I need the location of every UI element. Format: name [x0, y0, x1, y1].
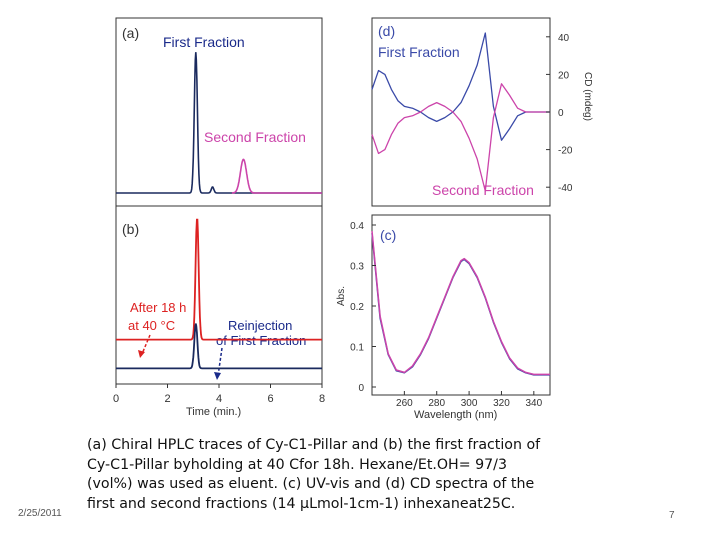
- panel-b-blue-arrowhead: [214, 372, 221, 380]
- panel-c-xtick-label: 340: [525, 398, 542, 409]
- panel-b-xtick-label: 0: [113, 393, 119, 405]
- panel-b-blue-annotation-line1: Reinjection: [228, 318, 292, 333]
- panel-b-red-arrowhead: [138, 350, 145, 358]
- panel-b-red-annotation-line1: After 18 h: [130, 300, 186, 315]
- panel-c-ytick-label: 0.2: [350, 302, 364, 313]
- panel-b: (b) After 18 h at 40 °C Reinjection of F…: [113, 205, 325, 418]
- panel-a: (a) First Fraction Second Fraction: [115, 17, 323, 207]
- panel-b-red-arrow: [141, 334, 151, 355]
- slide-date: 2/25/2011: [18, 508, 62, 519]
- panel-a-trace-2: [231, 158, 322, 194]
- panel-b-xtick-label: 8: [319, 393, 325, 405]
- panel-d-ytick-label: 40: [558, 33, 570, 44]
- panel-c: (c) 0 0.1 0.2 0.3 0.4 260 280 300 320 340 Abs. Wa…: [336, 214, 551, 421]
- panel-d-ytick-label: -40: [558, 183, 573, 194]
- panel-d-ytick-label: 20: [558, 70, 570, 81]
- panel-c-ylabel: Abs.: [336, 286, 347, 306]
- panel-d-ytick-label: 0: [558, 108, 564, 119]
- panel-b-red-annotation-line2: at 40 °C: [128, 318, 175, 333]
- panel-d-ylabel: CD (mdeg): [582, 72, 593, 121]
- panel-b-xtick-label: 2: [164, 393, 170, 405]
- panel-d: (d) First Fraction Second Fraction -40 -2…: [371, 17, 593, 207]
- panel-a-second-fraction-label: Second Fraction: [204, 129, 306, 145]
- panel-b-blue-arrow: [217, 347, 223, 377]
- panel-c-label: (c): [380, 227, 396, 243]
- panel-c-ytick-label: 0.3: [350, 262, 364, 273]
- panel-c-xtick-label: 300: [461, 398, 478, 409]
- panel-d-trace-1: [371, 32, 550, 141]
- panel-a-label: (a): [122, 25, 139, 41]
- slide-page-number: 7: [669, 510, 675, 521]
- panel-c-frame: [371, 214, 551, 396]
- panel-a-first-fraction-label: First Fraction: [163, 34, 245, 50]
- panel-c-xtick-label: 320: [493, 398, 510, 409]
- panel-b-label: (b): [122, 221, 139, 237]
- panel-c-xtick-label: 280: [428, 398, 445, 409]
- panel-b-trace-1: [116, 218, 322, 341]
- panel-d-label: (d): [378, 23, 395, 39]
- panel-b-xlabel: Time (min.): [186, 406, 241, 418]
- panel-d-trace-2: [371, 83, 550, 192]
- panel-d-first-fraction-label: First Fraction: [378, 44, 460, 60]
- panel-c-xtick-label: 260: [396, 398, 413, 409]
- panel-b-frame: [115, 205, 323, 385]
- panel-c-ytick-label: 0: [358, 383, 364, 394]
- panel-d-ytick-label: -20: [558, 146, 573, 157]
- panel-d-second-fraction-label: Second Fraction: [432, 182, 534, 198]
- panel-b-trace-2: [116, 323, 322, 370]
- panel-b-xtick-label: 6: [267, 393, 273, 405]
- panel-a-trace-1: [116, 52, 322, 194]
- panel-c-ytick-label: 0.4: [350, 221, 364, 232]
- figure: (a) First Fraction Second Fraction (b) A…: [113, 17, 593, 421]
- panel-b-xtick-label: 4: [216, 393, 222, 405]
- figure-caption: (a) Chiral HPLC traces of Cy-C1-Pillar a…: [87, 437, 541, 512]
- panel-c-xlabel: Wavelength (nm): [414, 409, 497, 421]
- panel-c-trace-2: [371, 231, 550, 376]
- panel-c-ytick-label: 0.1: [350, 343, 364, 354]
- panel-c-trace-1: [371, 233, 550, 376]
